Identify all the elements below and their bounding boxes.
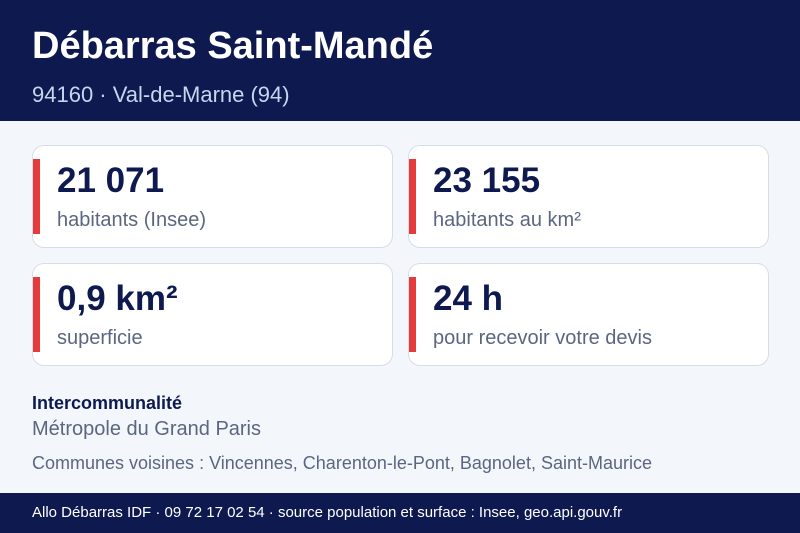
stat-value: 23 155	[433, 161, 541, 200]
stat-card-area: 0,9 km² superficie	[32, 263, 393, 366]
accent-bar	[409, 159, 416, 234]
neighbor-communes: Communes voisines : Vincennes, Charenton…	[32, 453, 652, 473]
stat-label: pour recevoir votre devis	[433, 327, 652, 349]
stat-label: habitants au km²	[433, 209, 581, 231]
intercommunalite-title: Intercommunalité	[32, 393, 183, 413]
page-footer: Allo Débarras IDF · 09 72 17 02 54 · sou…	[0, 493, 800, 533]
intercommunalite-value: Métropole du Grand Paris	[32, 418, 262, 440]
intercommunalite-section: Intercommunalité Métropole du Grand Pari…	[32, 392, 772, 474]
page-header: Débarras Saint-Mandé 94160 · Val-de-Marn…	[0, 0, 800, 121]
stat-card-population: 21 071 habitants (Insee)	[32, 145, 393, 248]
page-title: Débarras Saint-Mandé	[32, 25, 434, 67]
stats-grid: 21 071 habitants (Insee) 23 155 habitant…	[32, 145, 769, 366]
stat-value: 24 h	[433, 279, 504, 318]
stat-card-quote-delay: 24 h pour recevoir votre devis	[408, 263, 769, 366]
stat-label: superficie	[57, 327, 143, 349]
page-subtitle: 94160 · Val-de-Marne (94)	[32, 82, 290, 107]
accent-bar	[33, 159, 40, 234]
stat-value: 21 071	[57, 161, 165, 200]
stat-card-density: 23 155 habitants au km²	[408, 145, 769, 248]
accent-bar	[409, 277, 416, 352]
accent-bar	[33, 277, 40, 352]
stat-value: 0,9 km²	[57, 279, 178, 318]
stat-label: habitants (Insee)	[57, 209, 206, 231]
